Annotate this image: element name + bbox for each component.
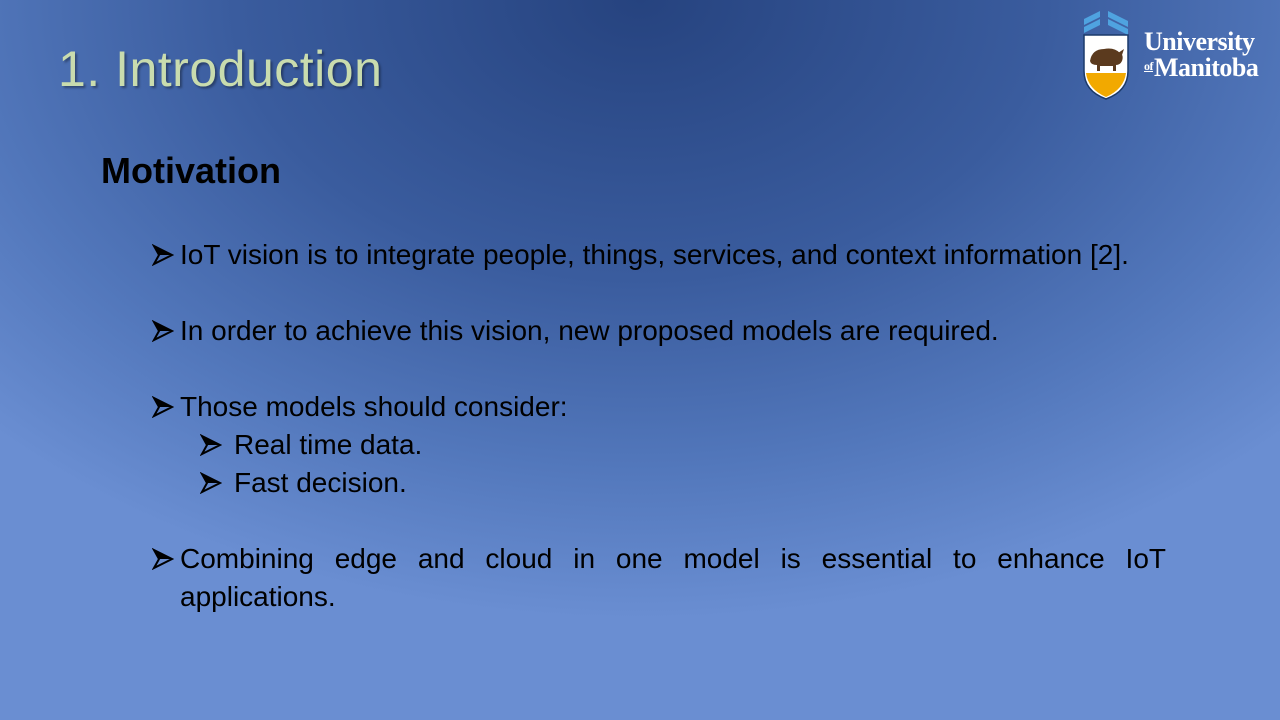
sub-bullet-text: Fast decision. xyxy=(234,467,407,498)
arrowhead-bullet-icon xyxy=(152,548,174,570)
bullet-item: Those models should consider: xyxy=(152,388,1166,426)
bullet-item: Combining edge and cloud in one model is… xyxy=(152,540,1166,616)
sub-bullet-item: Fast decision. xyxy=(152,464,1166,502)
arrowhead-bullet-icon xyxy=(152,244,174,266)
bullet-item: IoT vision is to integrate people, thing… xyxy=(152,236,1166,274)
arrowhead-bullet-icon xyxy=(200,472,222,494)
arrowhead-bullet-icon xyxy=(152,396,174,418)
bullet-text: Those models should consider: xyxy=(180,391,568,422)
arrowhead-bullet-icon xyxy=(200,434,222,456)
logo-text-manitoba: ofManitoba xyxy=(1144,53,1259,82)
bullet-list: IoT vision is to integrate people, thing… xyxy=(152,236,1166,616)
arrowhead-bullet-icon xyxy=(152,320,174,342)
bullet-text: IoT vision is to integrate people, thing… xyxy=(180,239,1129,270)
university-logo: University ofManitoba xyxy=(1080,8,1274,102)
sub-bullet-text: Real time data. xyxy=(234,429,423,460)
bullet-text: Combining edge and cloud in one model is… xyxy=(180,543,1166,612)
logo-text-manitoba-word: Manitoba xyxy=(1154,53,1259,82)
logo-text-university: University xyxy=(1144,27,1255,56)
bullet-text: In order to achieve this vision, new pro… xyxy=(180,315,999,346)
logo-text-of: of xyxy=(1144,59,1154,73)
bullet-item: In order to achieve this vision, new pro… xyxy=(152,312,1166,350)
sub-bullet-item: Real time data. xyxy=(152,426,1166,464)
slide-title: 1. Introduction xyxy=(58,41,383,97)
section-heading: Motivation xyxy=(101,150,281,191)
bison-shield-icon xyxy=(1083,11,1129,100)
